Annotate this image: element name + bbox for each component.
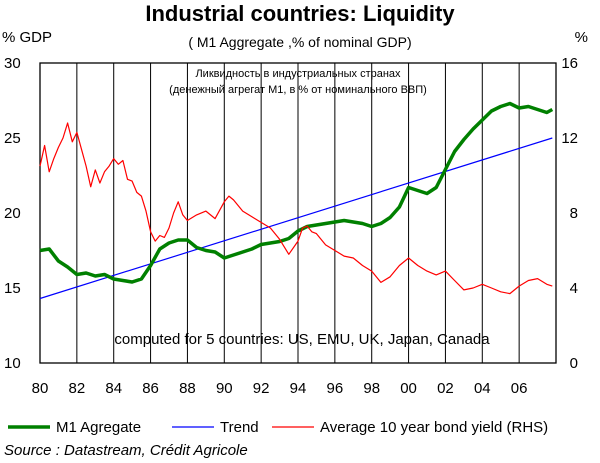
x-tick-label: 80 bbox=[32, 380, 49, 397]
trend-line bbox=[39, 137, 553, 300]
left-tick-label: 20 bbox=[4, 205, 21, 222]
right-axis: 0 4 8 12 16 bbox=[561, 55, 578, 372]
x-tick-label: 06 bbox=[511, 380, 528, 397]
chart-annotation: computed for 5 countries: US, EMU, UK, J… bbox=[114, 331, 490, 348]
x-tick-label: 82 bbox=[69, 380, 86, 397]
right-tick-label: 8 bbox=[570, 205, 578, 222]
x-tick-label: 04 bbox=[474, 380, 491, 397]
chart-title: Industrial countries: Liquidity bbox=[145, 1, 455, 26]
russian-subtitle-line1: Ликвидность в индустриальных странах bbox=[195, 68, 401, 80]
x-tick-label: 96 bbox=[327, 380, 344, 397]
x-tick-label: 94 bbox=[290, 380, 307, 397]
right-axis-unit: % bbox=[575, 29, 588, 46]
left-axis-unit: % GDP bbox=[2, 29, 52, 46]
right-tick-label: 0 bbox=[570, 355, 578, 372]
x-tick-label: 86 bbox=[142, 380, 159, 397]
left-tick-label: 25 bbox=[4, 130, 21, 147]
legend-trend-label: Trend bbox=[220, 419, 259, 436]
chart-subtitle: ( M1 Aggregate ,% of nominal GDP) bbox=[188, 34, 411, 50]
x-axis: 80 82 84 86 88 90 92 94 96 98 00 02 04 06 bbox=[32, 380, 528, 397]
x-tick-label: 92 bbox=[253, 380, 270, 397]
x-tick-label: 02 bbox=[437, 380, 454, 397]
legend-m1-label: M1 Agregate bbox=[56, 419, 141, 436]
x-tick-label: 88 bbox=[179, 380, 196, 397]
x-tick-label: 84 bbox=[105, 380, 122, 397]
x-tick-label: 00 bbox=[400, 380, 417, 397]
series-layer bbox=[39, 101, 554, 300]
left-tick-label: 10 bbox=[4, 355, 21, 372]
right-tick-label: 12 bbox=[561, 130, 578, 147]
x-tick-label: 90 bbox=[216, 380, 233, 397]
source-note: Source : Datastream, Crédit Agricole bbox=[4, 442, 248, 459]
right-tick-label: 16 bbox=[561, 55, 578, 72]
legend: M1 Agregate Trend Average 10 year bond y… bbox=[8, 419, 548, 436]
left-tick-label: 30 bbox=[4, 55, 21, 72]
right-tick-label: 4 bbox=[570, 280, 578, 297]
russian-subtitle-line2: (денежный агрегат М1, в % от номинальног… bbox=[169, 84, 427, 96]
x-tick-label: 98 bbox=[363, 380, 380, 397]
vertical-gridlines bbox=[76, 63, 520, 363]
left-axis: 10 15 20 25 30 bbox=[4, 55, 21, 372]
bond-yield-line bbox=[39, 122, 553, 295]
m1-aggregate-line bbox=[39, 101, 554, 284]
legend-yield-label: Average 10 year bond yield (RHS) bbox=[320, 419, 548, 436]
left-tick-label: 15 bbox=[4, 280, 21, 297]
